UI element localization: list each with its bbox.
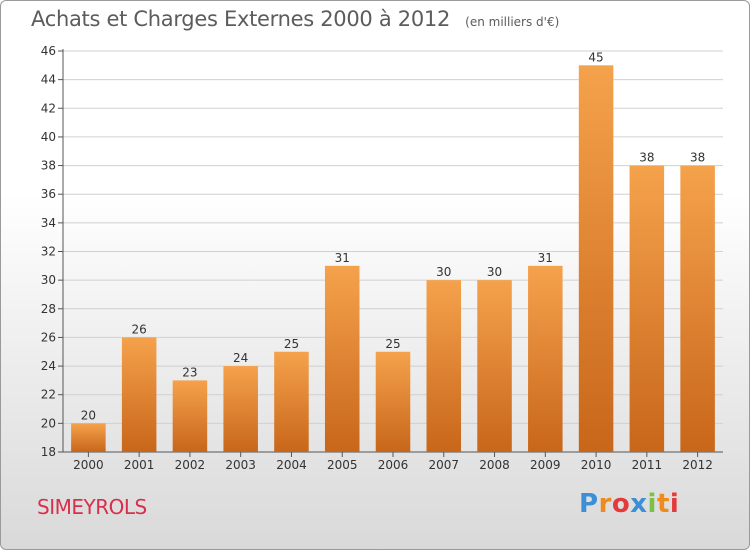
bar <box>426 280 462 452</box>
y-tick-label: 24 <box>41 359 56 373</box>
y-tick-label: 40 <box>41 130 56 144</box>
bar-value-label: 38 <box>639 151 654 165</box>
y-tick-label: 26 <box>41 330 56 344</box>
y-tick-label: 28 <box>41 302 56 316</box>
x-tick-label: 2007 <box>428 458 459 472</box>
logo-letter: P <box>579 489 599 519</box>
bar-value-label: 23 <box>182 365 197 379</box>
y-tick-label: 42 <box>41 101 56 115</box>
bar-value-label: 25 <box>284 337 299 351</box>
bar <box>71 423 106 452</box>
x-tick-label: 2006 <box>378 458 409 472</box>
y-tick-label: 18 <box>41 445 56 459</box>
y-tick-label: 22 <box>41 388 56 402</box>
x-tick-label: 2000 <box>73 458 104 472</box>
y-tick-label: 44 <box>41 73 56 87</box>
logo-letter: x <box>630 489 648 519</box>
y-tick-label: 46 <box>41 44 56 58</box>
y-tick-label: 36 <box>41 187 56 201</box>
y-tick-label: 32 <box>41 245 56 259</box>
bar-value-label: 31 <box>538 251 553 265</box>
x-tick-label: 2010 <box>581 458 612 472</box>
bar <box>172 380 208 452</box>
title-row: Achats et Charges Externes 2000 à 2012 (… <box>31 7 559 31</box>
x-tick-label: 2011 <box>632 458 663 472</box>
x-tick-label: 2001 <box>124 458 155 472</box>
chart-title: Achats et Charges Externes 2000 à 2012 <box>31 7 451 31</box>
y-tick-label: 20 <box>41 416 56 430</box>
x-tick-label: 2002 <box>175 458 206 472</box>
bar <box>578 65 614 453</box>
bars <box>71 65 715 453</box>
x-tick-label: 2005 <box>327 458 358 472</box>
y-tick-label: 30 <box>41 273 56 287</box>
bar-value-label: 24 <box>233 351 248 365</box>
commune-name: SIMEYROLS <box>37 495 147 519</box>
bar-value-label: 30 <box>436 265 451 279</box>
chart-subtitle: (en milliers d'€) <box>465 15 560 29</box>
bar <box>629 165 665 453</box>
bar-value-label: 38 <box>690 151 705 165</box>
proxiti-logo: Proxiti <box>579 489 679 519</box>
x-tick-label: 2009 <box>530 458 561 472</box>
bar <box>375 351 411 452</box>
logo-letter: r <box>598 489 612 519</box>
logo-letter: i <box>647 489 657 519</box>
bar <box>274 351 309 452</box>
bar <box>223 366 258 452</box>
bar <box>477 280 512 452</box>
bar-value-label: 30 <box>487 265 502 279</box>
x-tick-label: 2004 <box>276 458 307 472</box>
x-tick-label: 2012 <box>682 458 713 472</box>
x-tick-label: 2008 <box>479 458 510 472</box>
bar-value-label: 20 <box>81 408 96 422</box>
bar-value-label: 45 <box>588 50 603 64</box>
bar-value-label: 26 <box>132 322 147 336</box>
y-tick-label: 34 <box>41 216 56 230</box>
labels: 18 20 22 24 26 28 30 32 34 36 38 40 42 44 46 20 2000 26 20… <box>41 44 713 472</box>
bar <box>528 265 563 452</box>
x-tick-label: 2003 <box>225 458 256 472</box>
bar-value-label: 31 <box>335 251 350 265</box>
logo-letter: t <box>656 489 670 519</box>
bar <box>324 265 360 452</box>
logo-letter: i <box>669 489 680 519</box>
bar <box>121 337 157 452</box>
bar-value-label: 25 <box>385 337 400 351</box>
y-tick-label: 38 <box>41 159 56 173</box>
logo-letter: o <box>611 489 631 519</box>
bar <box>680 165 715 453</box>
